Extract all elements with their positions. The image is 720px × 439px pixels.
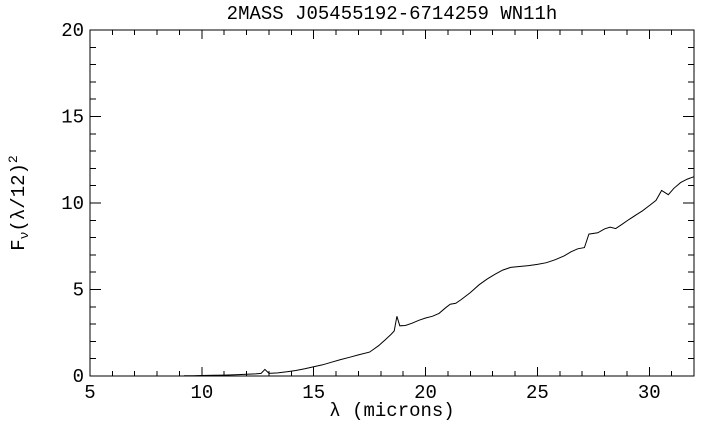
chart-title: 2MASS J05455192-6714259 WN11h — [227, 3, 558, 25]
x-tick-label: 15 — [302, 382, 325, 404]
y-tick-label: 5 — [73, 280, 84, 302]
x-tick-label: 10 — [190, 382, 213, 404]
plot-box — [89, 29, 695, 377]
y-tick-label: 20 — [61, 20, 84, 42]
spectrum-line — [184, 176, 695, 377]
axes — [89, 29, 695, 377]
y-tick-label: 15 — [61, 107, 84, 129]
x-tick-label: 25 — [526, 382, 549, 404]
x-tick-label: 5 — [84, 382, 95, 404]
y-axis-label: Fν(λ/12)2 — [6, 155, 32, 250]
x-tick-label: 20 — [414, 382, 437, 404]
y-tick-label: 0 — [73, 366, 84, 388]
y-tick-label: 10 — [61, 193, 84, 215]
x-axis-label: λ (microns) — [329, 400, 454, 422]
x-tick-label: 30 — [638, 382, 661, 404]
